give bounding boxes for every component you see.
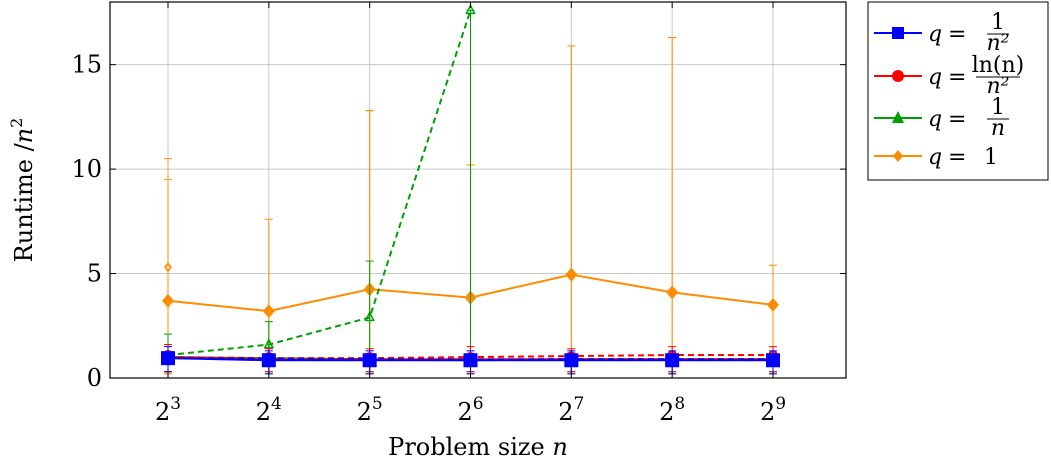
legend-denominator: n² bbox=[987, 74, 1010, 99]
series-marker bbox=[463, 353, 478, 368]
y-tick-label: 0 bbox=[87, 364, 102, 392]
x-tick-label: 24 bbox=[256, 394, 282, 426]
legend-numerator: ln(n) bbox=[972, 53, 1025, 78]
legend-marker bbox=[892, 27, 904, 39]
y-axis-title: Runtime /n2 bbox=[7, 118, 38, 263]
plot-area-frame bbox=[109, 1, 847, 379]
series-marker bbox=[564, 353, 579, 368]
series-dashed-marker bbox=[263, 337, 275, 349]
y-tick-label: 10 bbox=[71, 155, 102, 183]
legend-equals: = bbox=[948, 107, 966, 132]
legend-denominator: n² bbox=[987, 31, 1010, 56]
series-marker bbox=[262, 304, 275, 319]
series-0 bbox=[161, 346, 780, 375]
series-marker bbox=[362, 353, 377, 368]
x-tick-label: 28 bbox=[659, 394, 685, 426]
x-tick-label: 27 bbox=[558, 394, 584, 426]
series-dashed-marker bbox=[465, 3, 476, 15]
legend-label: q bbox=[928, 65, 942, 90]
x-axis-title: Problem size n bbox=[388, 433, 568, 461]
legend-label: q bbox=[928, 22, 942, 47]
series-marker bbox=[766, 353, 780, 368]
series-2 bbox=[161, 3, 780, 373]
series-marker bbox=[665, 353, 680, 368]
series-marker bbox=[161, 351, 175, 366]
legend-equals: = bbox=[948, 145, 966, 170]
y-tick-label: 15 bbox=[71, 51, 102, 79]
legend-label: q bbox=[928, 107, 942, 132]
x-tick-label: 25 bbox=[357, 394, 383, 426]
series-layer bbox=[161, 3, 780, 375]
series-marker bbox=[666, 285, 679, 300]
legend-marker bbox=[892, 111, 904, 123]
series-dashed-line bbox=[167, 10, 472, 357]
x-tick-label: 26 bbox=[457, 394, 483, 426]
grid bbox=[110, 2, 846, 379]
legend-denominator: n bbox=[991, 116, 1005, 141]
legend-label: q bbox=[928, 145, 942, 170]
series-marker bbox=[565, 267, 578, 282]
legend-equals: = bbox=[948, 65, 966, 90]
legend-marker bbox=[893, 150, 903, 162]
legend-value: 1 bbox=[984, 145, 998, 170]
ticks: 23 24 25 26 27 28 29 0 5 10 15 bbox=[71, 2, 846, 426]
series-dashed-marker bbox=[364, 310, 375, 322]
series-marker bbox=[767, 297, 779, 312]
legend-numerator: 1 bbox=[991, 10, 1005, 35]
legend-numerator: 1 bbox=[991, 95, 1005, 120]
y-tick-label: 5 bbox=[87, 260, 102, 288]
x-tick-label: 29 bbox=[760, 394, 786, 426]
series-marker bbox=[261, 353, 276, 368]
x-tick-label: 23 bbox=[155, 394, 181, 426]
series-marker bbox=[162, 293, 174, 308]
legend-equals: = bbox=[948, 22, 966, 47]
legend-marker bbox=[892, 70, 904, 82]
series-dashed-marker bbox=[164, 262, 172, 273]
